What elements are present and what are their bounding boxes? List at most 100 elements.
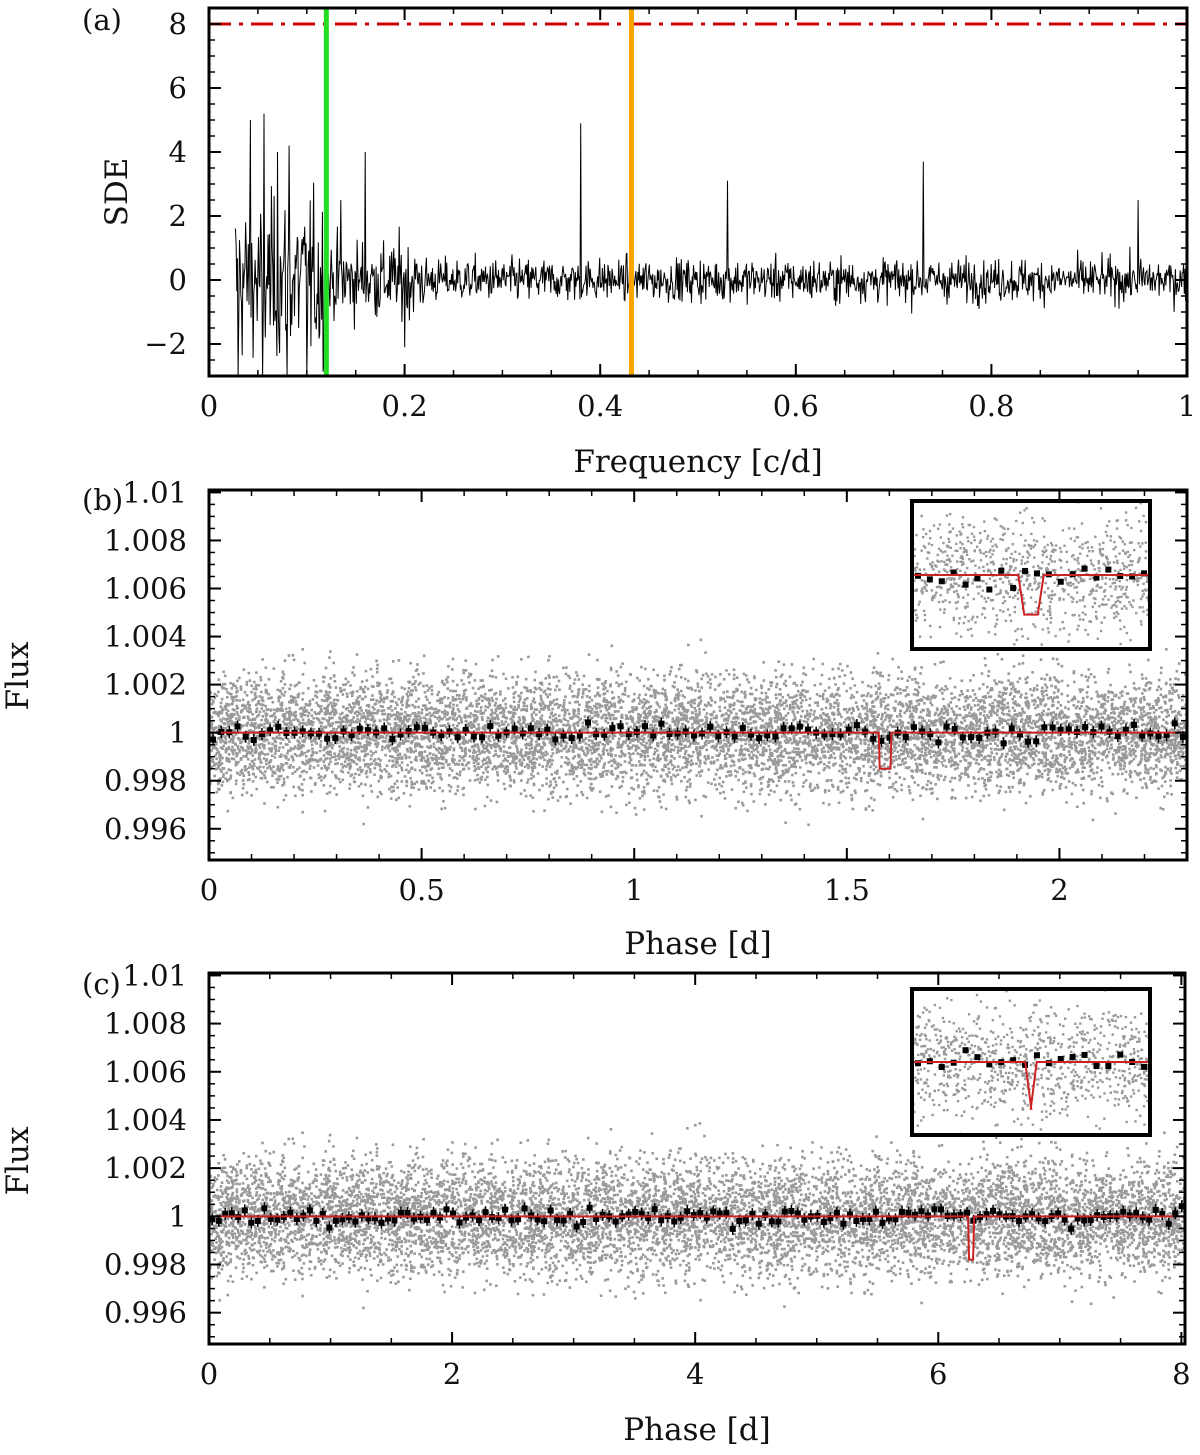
raw-flux-point [292, 765, 295, 769]
raw-flux-point [572, 742, 576, 746]
raw-flux-point [472, 754, 475, 758]
raw-flux-point [842, 721, 846, 724]
raw-flux-point [847, 739, 850, 743]
raw-flux-point [684, 761, 687, 765]
raw-flux-point [670, 743, 673, 747]
raw-flux-point [405, 779, 408, 783]
raw-flux-point [909, 735, 913, 739]
raw-flux-point [868, 710, 872, 713]
raw-flux-point [731, 696, 734, 700]
raw-flux-point [1027, 704, 1031, 707]
raw-flux-point [378, 764, 382, 768]
raw-flux-point [409, 776, 412, 780]
raw-flux-point [770, 681, 774, 684]
raw-flux-point [1063, 760, 1067, 764]
raw-flux-point [506, 765, 510, 768]
raw-flux-point [267, 677, 271, 681]
raw-flux-point [969, 715, 973, 718]
raw-flux-point [279, 741, 282, 745]
raw-flux-point [1099, 705, 1103, 709]
raw-flux-point [600, 810, 604, 814]
raw-flux-point [275, 735, 279, 739]
raw-flux-point [580, 758, 583, 761]
raw-flux-point [1058, 787, 1062, 790]
raw-flux-point [1152, 711, 1156, 714]
raw-flux-point [315, 712, 318, 716]
raw-flux-point [437, 767, 441, 770]
raw-flux-point [726, 690, 729, 693]
raw-flux-point [844, 767, 847, 771]
raw-flux-point [908, 715, 912, 719]
raw-flux-point [981, 707, 984, 711]
raw-flux-point [585, 763, 589, 767]
raw-flux-point [515, 680, 518, 684]
raw-flux-point [576, 693, 580, 697]
raw-flux-point [1019, 766, 1023, 769]
raw-flux-point [407, 736, 411, 739]
raw-flux-point [775, 784, 779, 788]
raw-flux-point [820, 729, 824, 732]
raw-flux-point [234, 763, 238, 767]
raw-flux-point [1033, 762, 1036, 765]
raw-flux-point [1102, 753, 1105, 756]
raw-flux-point [783, 701, 787, 704]
raw-flux-point [610, 702, 613, 706]
raw-flux-point [581, 683, 584, 686]
raw-flux-point [779, 693, 782, 696]
raw-flux-point [527, 766, 530, 770]
raw-flux-point [1018, 677, 1022, 680]
raw-flux-point [676, 746, 680, 749]
raw-flux-point [846, 664, 849, 668]
raw-flux-point [1049, 738, 1053, 741]
raw-flux-point [846, 785, 849, 789]
raw-flux-point [942, 660, 945, 664]
raw-flux-point [851, 708, 855, 711]
raw-flux-point [936, 708, 939, 712]
raw-flux-point [826, 718, 830, 722]
raw-flux-point [403, 728, 406, 732]
raw-flux-point [558, 728, 561, 731]
raw-flux-point [519, 724, 523, 728]
raw-flux-point [1169, 747, 1172, 750]
raw-flux-point [260, 771, 264, 775]
raw-flux-point [317, 773, 321, 776]
raw-flux-point [533, 708, 537, 711]
raw-flux-point [601, 682, 604, 686]
raw-flux-point [718, 776, 722, 780]
raw-flux-point [849, 741, 852, 745]
raw-flux-point [554, 780, 558, 784]
raw-flux-point [545, 777, 548, 780]
raw-flux-point [1121, 745, 1125, 748]
raw-flux-point [656, 741, 659, 745]
raw-flux-point [589, 760, 592, 763]
raw-flux-point [1169, 707, 1172, 711]
raw-flux-point [881, 712, 884, 716]
raw-flux-point [512, 752, 516, 756]
raw-flux-point [455, 724, 459, 728]
raw-flux-point [603, 704, 607, 707]
raw-flux-point [278, 689, 282, 693]
raw-flux-point [322, 680, 325, 683]
raw-flux-point [245, 791, 249, 794]
raw-flux-point [437, 746, 441, 750]
raw-flux-point [302, 762, 305, 765]
raw-flux-point [1119, 705, 1123, 709]
raw-flux-point [341, 770, 345, 774]
raw-flux-point [359, 769, 363, 772]
raw-flux-point [574, 700, 577, 704]
raw-flux-point [235, 694, 238, 698]
raw-flux-point [340, 740, 343, 744]
raw-flux-point [367, 709, 371, 713]
raw-flux-point [784, 768, 788, 772]
raw-flux-point [432, 742, 436, 746]
raw-flux-point [366, 714, 370, 717]
raw-flux-point [791, 773, 794, 777]
raw-flux-point [380, 698, 384, 701]
raw-flux-point [1054, 770, 1058, 774]
raw-flux-point [577, 678, 581, 681]
raw-flux-point [1143, 698, 1146, 702]
raw-flux-point [796, 759, 799, 763]
raw-flux-point [451, 716, 455, 720]
raw-flux-point [750, 692, 754, 696]
raw-flux-point [558, 776, 561, 780]
